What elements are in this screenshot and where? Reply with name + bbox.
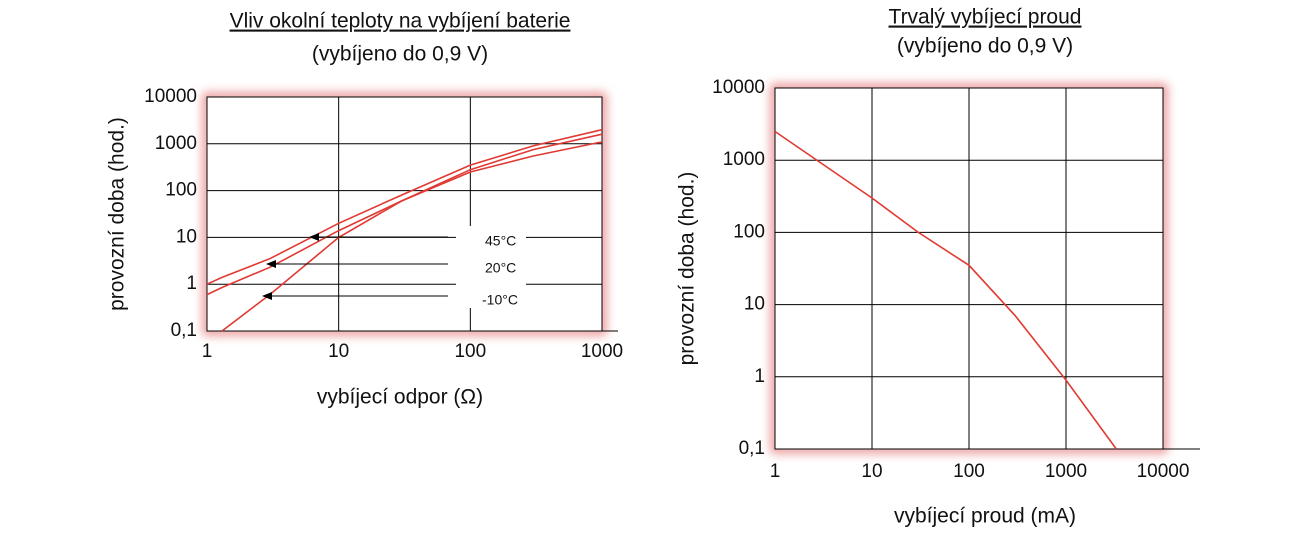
x-tick-label: 10000: [1137, 461, 1190, 482]
x-tick-label: 1: [770, 461, 781, 482]
x-tick-label: 100: [454, 341, 486, 362]
x-tick-label: 1000: [1045, 461, 1087, 482]
y-tick-label: 10: [176, 226, 197, 247]
series-label: 20°C: [485, 260, 516, 276]
y-tick-label: 1000: [723, 149, 765, 170]
y-tick-label: 10: [744, 294, 765, 315]
x-tick-label: 10: [861, 461, 882, 482]
x-axis-label: vybíjecí proud (mA): [894, 505, 1076, 528]
chart-title: Trvalý vybíjecí proud: [889, 6, 1082, 29]
x-tick-label: 10: [328, 341, 349, 362]
y-tick-label: 10000: [712, 77, 765, 98]
x-axis-label: vybíjecí odpor (Ω): [317, 386, 483, 409]
y-axis-label: provozní doba (hod.): [676, 172, 699, 366]
x-tick-label: 1000: [581, 341, 623, 362]
chart-title: Vliv okolní teploty na vybíjení baterie: [230, 10, 571, 33]
x-tick-label: 100: [953, 461, 985, 482]
series-label: -10°C: [482, 292, 518, 308]
series-label: 45°C: [485, 233, 516, 249]
chart-subtitle: (vybíjeno do 0,9 V): [312, 43, 488, 66]
y-tick-label: 100: [733, 221, 765, 242]
x-tick-label: 1: [202, 341, 213, 362]
y-tick-label: 10000: [144, 86, 197, 107]
y-tick-label: 1: [754, 366, 765, 387]
series-line: [774, 130, 1117, 450]
annotation-bg: [456, 226, 526, 308]
series-line: [206, 128, 603, 285]
series-line: [206, 133, 603, 296]
y-tick-label: 0,1: [171, 320, 197, 341]
y-tick-label: 1000: [155, 133, 197, 154]
y-tick-label: 0,1: [739, 438, 765, 459]
y-tick-label: 100: [165, 180, 197, 201]
chart-subtitle: (vybíjeno do 0,9 V): [897, 35, 1073, 58]
y-tick-label: 1: [186, 273, 197, 294]
y-axis-label: provozní doba (hod.): [106, 117, 129, 311]
